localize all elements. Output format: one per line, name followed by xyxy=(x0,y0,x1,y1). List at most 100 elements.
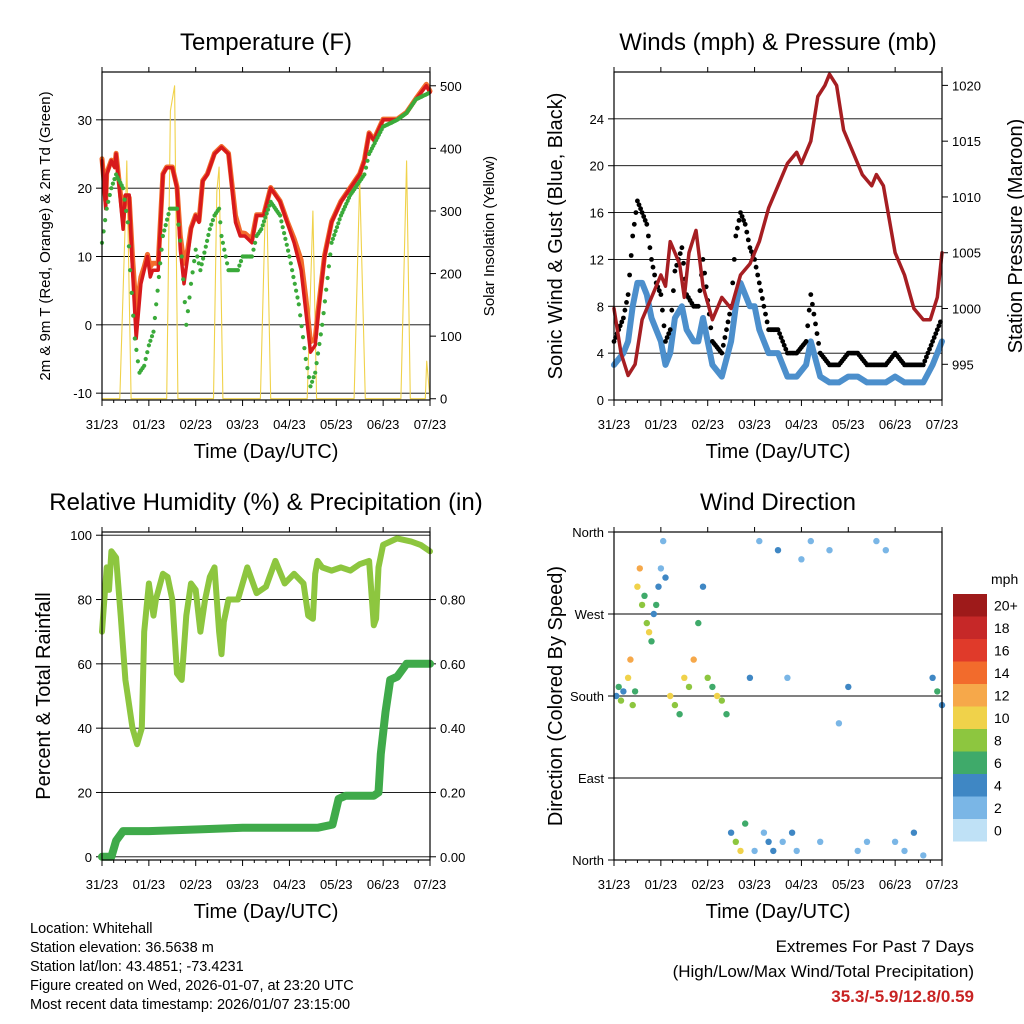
direction-point xyxy=(657,565,665,572)
dewpoint-point xyxy=(328,252,333,257)
y2-tick-label: 200 xyxy=(440,267,462,282)
dewpoint-point xyxy=(166,212,171,217)
gust-point xyxy=(639,210,645,216)
dewpoint-point xyxy=(265,207,271,212)
dewpoint-point xyxy=(210,218,215,223)
x-tick-label: 07/23 xyxy=(414,417,447,432)
x-tick-label: 07/23 xyxy=(926,417,959,432)
gust-point xyxy=(708,325,714,331)
dewpoint-point xyxy=(333,229,338,234)
dewpoint-point xyxy=(145,350,150,355)
total-precip-line xyxy=(98,659,434,861)
direction-point xyxy=(627,656,634,663)
wind-direction-panel: North East South West North Wind Direction Tim… xyxy=(545,489,958,923)
direction-point xyxy=(774,547,782,554)
y2-tick-label: 1010 xyxy=(952,190,981,205)
direction-point xyxy=(685,683,693,691)
y2-tick-label: 995 xyxy=(952,357,974,372)
gust-point xyxy=(722,335,728,340)
x-tick-label: 05/23 xyxy=(320,877,353,892)
legend-swatch xyxy=(953,774,987,797)
y-tick-label: 0 xyxy=(85,850,92,865)
direction-point xyxy=(793,847,800,855)
dewpoint-point xyxy=(311,375,316,380)
created-text: Figure created on Wed, 2026-01-07, at 23… xyxy=(30,978,354,994)
legend-swatch xyxy=(953,684,987,707)
y2-tick-label: 0.00 xyxy=(440,850,465,865)
gust-point xyxy=(811,311,817,317)
legend-label: 14 xyxy=(994,665,1010,681)
dewpoint-point xyxy=(142,363,147,368)
direction-point xyxy=(709,683,716,691)
direction-point xyxy=(770,847,777,855)
gust-point xyxy=(810,301,815,307)
direction-point xyxy=(746,674,754,681)
legend-swatch xyxy=(953,706,987,729)
direction-point xyxy=(751,847,758,855)
dewpoint-point xyxy=(162,228,167,233)
gust-point xyxy=(813,321,818,327)
gust-point xyxy=(719,350,725,356)
dewpoint-point xyxy=(362,172,367,177)
dewpoint-point xyxy=(182,300,187,305)
gust-point xyxy=(624,300,629,305)
dewpoint-point xyxy=(187,295,192,300)
direction-point xyxy=(634,583,641,590)
gust-point xyxy=(778,335,784,340)
gust-point xyxy=(638,206,643,212)
location-text: Location: Whitehall xyxy=(30,921,153,937)
gust-point xyxy=(936,323,942,329)
gust-point xyxy=(742,221,748,227)
dewpoint-point xyxy=(290,268,295,273)
legend-label: 4 xyxy=(994,777,1002,793)
direction-point xyxy=(835,720,843,727)
y-tick-label: 20 xyxy=(78,181,92,196)
chart-title: Wind Direction xyxy=(700,489,856,516)
gust-point xyxy=(763,311,768,317)
dewpoint-point xyxy=(279,219,284,224)
y-axis-label: Percent & Total Rainfall xyxy=(33,592,55,800)
dewpoint-point xyxy=(121,186,126,191)
x-tick-label: 03/23 xyxy=(738,417,771,432)
dewpoint-point xyxy=(300,335,306,340)
direction-point xyxy=(648,638,655,645)
gust-point xyxy=(697,288,703,294)
direction-point xyxy=(624,674,632,681)
gust-point xyxy=(758,288,764,294)
dewpoint-point xyxy=(259,227,264,232)
dewpoint-point xyxy=(143,356,148,362)
dewpoint-point xyxy=(288,261,293,266)
direction-point xyxy=(613,692,620,700)
y2-tick-label: 1000 xyxy=(952,302,981,317)
legend-label: 12 xyxy=(994,687,1010,703)
dewpoint-point xyxy=(135,359,140,364)
dewpoint-point xyxy=(156,274,161,280)
y-tick-label: 10 xyxy=(78,250,92,265)
chart-title: Relative Humidity (%) & Precipitation (i… xyxy=(49,489,482,516)
dewpoint-point xyxy=(203,244,208,249)
dewpoint-point xyxy=(179,254,184,259)
gust-point xyxy=(619,319,625,325)
latlon-text: Station lat/lon: 43.4851; -73.4231 xyxy=(30,959,244,975)
direction-point xyxy=(645,629,653,636)
y-tick-label: 80 xyxy=(78,593,92,608)
gust-point xyxy=(627,272,632,278)
direction-point xyxy=(638,601,646,609)
gust-point xyxy=(672,268,678,274)
dewpoint-point xyxy=(110,181,115,186)
x-tick-label: 02/23 xyxy=(691,417,724,432)
gust-point xyxy=(656,288,662,294)
y-axis-label: Direction (Colored By Speed) xyxy=(545,566,567,826)
gust-point xyxy=(628,253,634,258)
dewpoint-point xyxy=(305,366,310,371)
dewpoint-point xyxy=(107,192,112,198)
dewpoint-point xyxy=(225,261,230,266)
x-tick-label: 01/23 xyxy=(133,877,166,892)
dewpoint-point xyxy=(190,270,195,275)
direction-point xyxy=(690,656,697,663)
gust-point xyxy=(733,233,739,239)
dewpoint-point xyxy=(329,240,334,245)
gust-point xyxy=(720,342,726,348)
x-tick-label: 04/23 xyxy=(785,417,818,432)
dewpoint-point xyxy=(122,197,127,202)
